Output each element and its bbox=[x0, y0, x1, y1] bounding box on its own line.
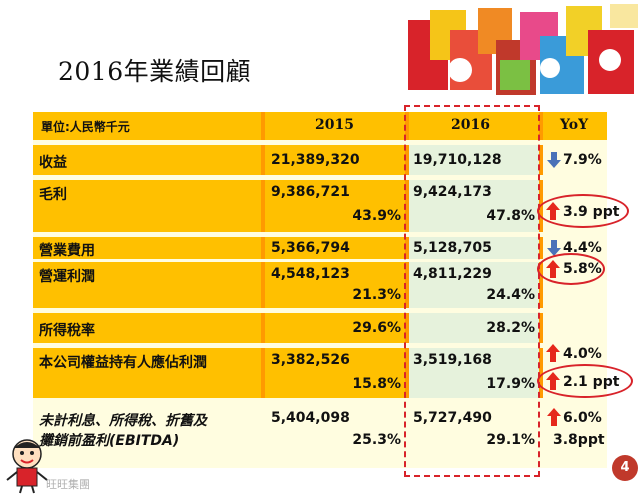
table-header-row: 單位:人民幣千元 2015 2016 YoY bbox=[33, 112, 607, 140]
yoy-value: 4.0% bbox=[563, 346, 602, 362]
percent-2016: 29.1% bbox=[486, 432, 535, 448]
table-row: 本公司權益持有人應佔利潤 3,382,526 3,519,168 15.8% 1… bbox=[33, 348, 607, 398]
row-label: 營業費用 bbox=[39, 243, 95, 259]
value-2015: 9,386,721 bbox=[271, 184, 350, 200]
page-number: 4 bbox=[612, 455, 638, 481]
value-2016: 19,710,128 bbox=[413, 152, 502, 168]
value-2015: 5,404,098 bbox=[271, 410, 350, 426]
table-row: 營運利潤 4,548,123 4,811,229 21.3% 24.4% bbox=[33, 262, 607, 308]
arrow-up-icon bbox=[546, 202, 560, 220]
row-label: 所得稅率 bbox=[39, 323, 95, 339]
value-2015: 4,548,123 bbox=[271, 266, 350, 282]
yoy-value: 5.8% bbox=[563, 261, 602, 277]
value-2016: 4,811,229 bbox=[413, 266, 492, 282]
row-label: 毛利 bbox=[39, 187, 67, 203]
page-title: 2016年業績回顧 bbox=[58, 57, 252, 86]
percent-2016: 17.9% bbox=[486, 376, 535, 392]
col-header-yoy: YoY bbox=[560, 117, 589, 133]
yoy-value-secondary: 2.1 ppt bbox=[563, 374, 620, 390]
arrow-down-icon bbox=[547, 152, 561, 168]
table-row: 所得稅率 29.6% 28.2% bbox=[33, 313, 607, 343]
table-row: 收益 21,389,320 19,710,128 7.9% bbox=[33, 145, 607, 175]
value-2016: 5,128,705 bbox=[413, 240, 492, 256]
yoy-value: 6.0% bbox=[563, 410, 602, 426]
results-table: 單位:人民幣千元 2015 2016 YoY 收益 21,389,320 19,… bbox=[33, 112, 607, 468]
yoy-value: 3.9 ppt bbox=[563, 204, 620, 220]
table-row: 營業費用 5,366,794 5,128,705 4.4% bbox=[33, 237, 607, 259]
percent-2016: 28.2% bbox=[486, 320, 535, 336]
arrow-up-icon bbox=[546, 372, 560, 390]
value-2015: 21,389,320 bbox=[271, 152, 360, 168]
yoy-value: 7.9% bbox=[563, 152, 602, 168]
value-2015: 5,366,794 bbox=[271, 240, 350, 256]
unit-label: 單位:人民幣千元 bbox=[41, 120, 130, 134]
arrow-down-icon bbox=[547, 240, 561, 256]
value-2015: 3,382,526 bbox=[271, 352, 350, 368]
percent-2015: 29.6% bbox=[352, 320, 401, 336]
row-label: 本公司權益持有人應佔利潤 bbox=[39, 355, 207, 371]
row-label: 營運利潤 bbox=[39, 269, 95, 285]
table-row: 毛利 9,386,721 9,424,173 43.9% 47.8% bbox=[33, 180, 607, 232]
arrow-up-icon bbox=[546, 344, 560, 362]
highlight-ellipse bbox=[537, 194, 629, 228]
mascot-logo bbox=[6, 439, 48, 494]
arrow-up-icon bbox=[547, 408, 561, 426]
value-2016: 9,424,173 bbox=[413, 184, 492, 200]
value-2016: 3,519,168 bbox=[413, 352, 492, 368]
arrow-up-icon bbox=[546, 260, 560, 278]
table-row: 未計利息、所得稅、折舊及 攤銷前盈利(EBITDA) 5,404,098 5,7… bbox=[33, 404, 607, 468]
highlight-ellipse bbox=[537, 253, 605, 285]
row-label: 收益 bbox=[39, 155, 67, 171]
percent-2015: 21.3% bbox=[352, 287, 401, 303]
value-2016: 5,727,490 bbox=[413, 410, 492, 426]
percent-2015: 43.9% bbox=[352, 208, 401, 224]
row-label-line2: 攤銷前盈利(EBITDA) bbox=[39, 433, 180, 449]
percent-2016: 47.8% bbox=[486, 208, 535, 224]
percent-2015: 15.8% bbox=[352, 376, 401, 392]
percent-2015: 25.3% bbox=[352, 432, 401, 448]
product-banner-image bbox=[408, 4, 638, 95]
percent-2016: 24.4% bbox=[486, 287, 535, 303]
yoy-value-secondary: 3.8ppt bbox=[553, 432, 605, 448]
footer-watermark: 旺旺集團 bbox=[46, 478, 90, 491]
col-header-2015: 2015 bbox=[315, 117, 354, 133]
row-label: 未計利息、所得稅、折舊及 bbox=[39, 413, 207, 429]
yoy-value: 4.4% bbox=[563, 240, 602, 256]
col-header-2016: 2016 bbox=[451, 117, 490, 133]
highlight-ellipse bbox=[537, 364, 633, 398]
